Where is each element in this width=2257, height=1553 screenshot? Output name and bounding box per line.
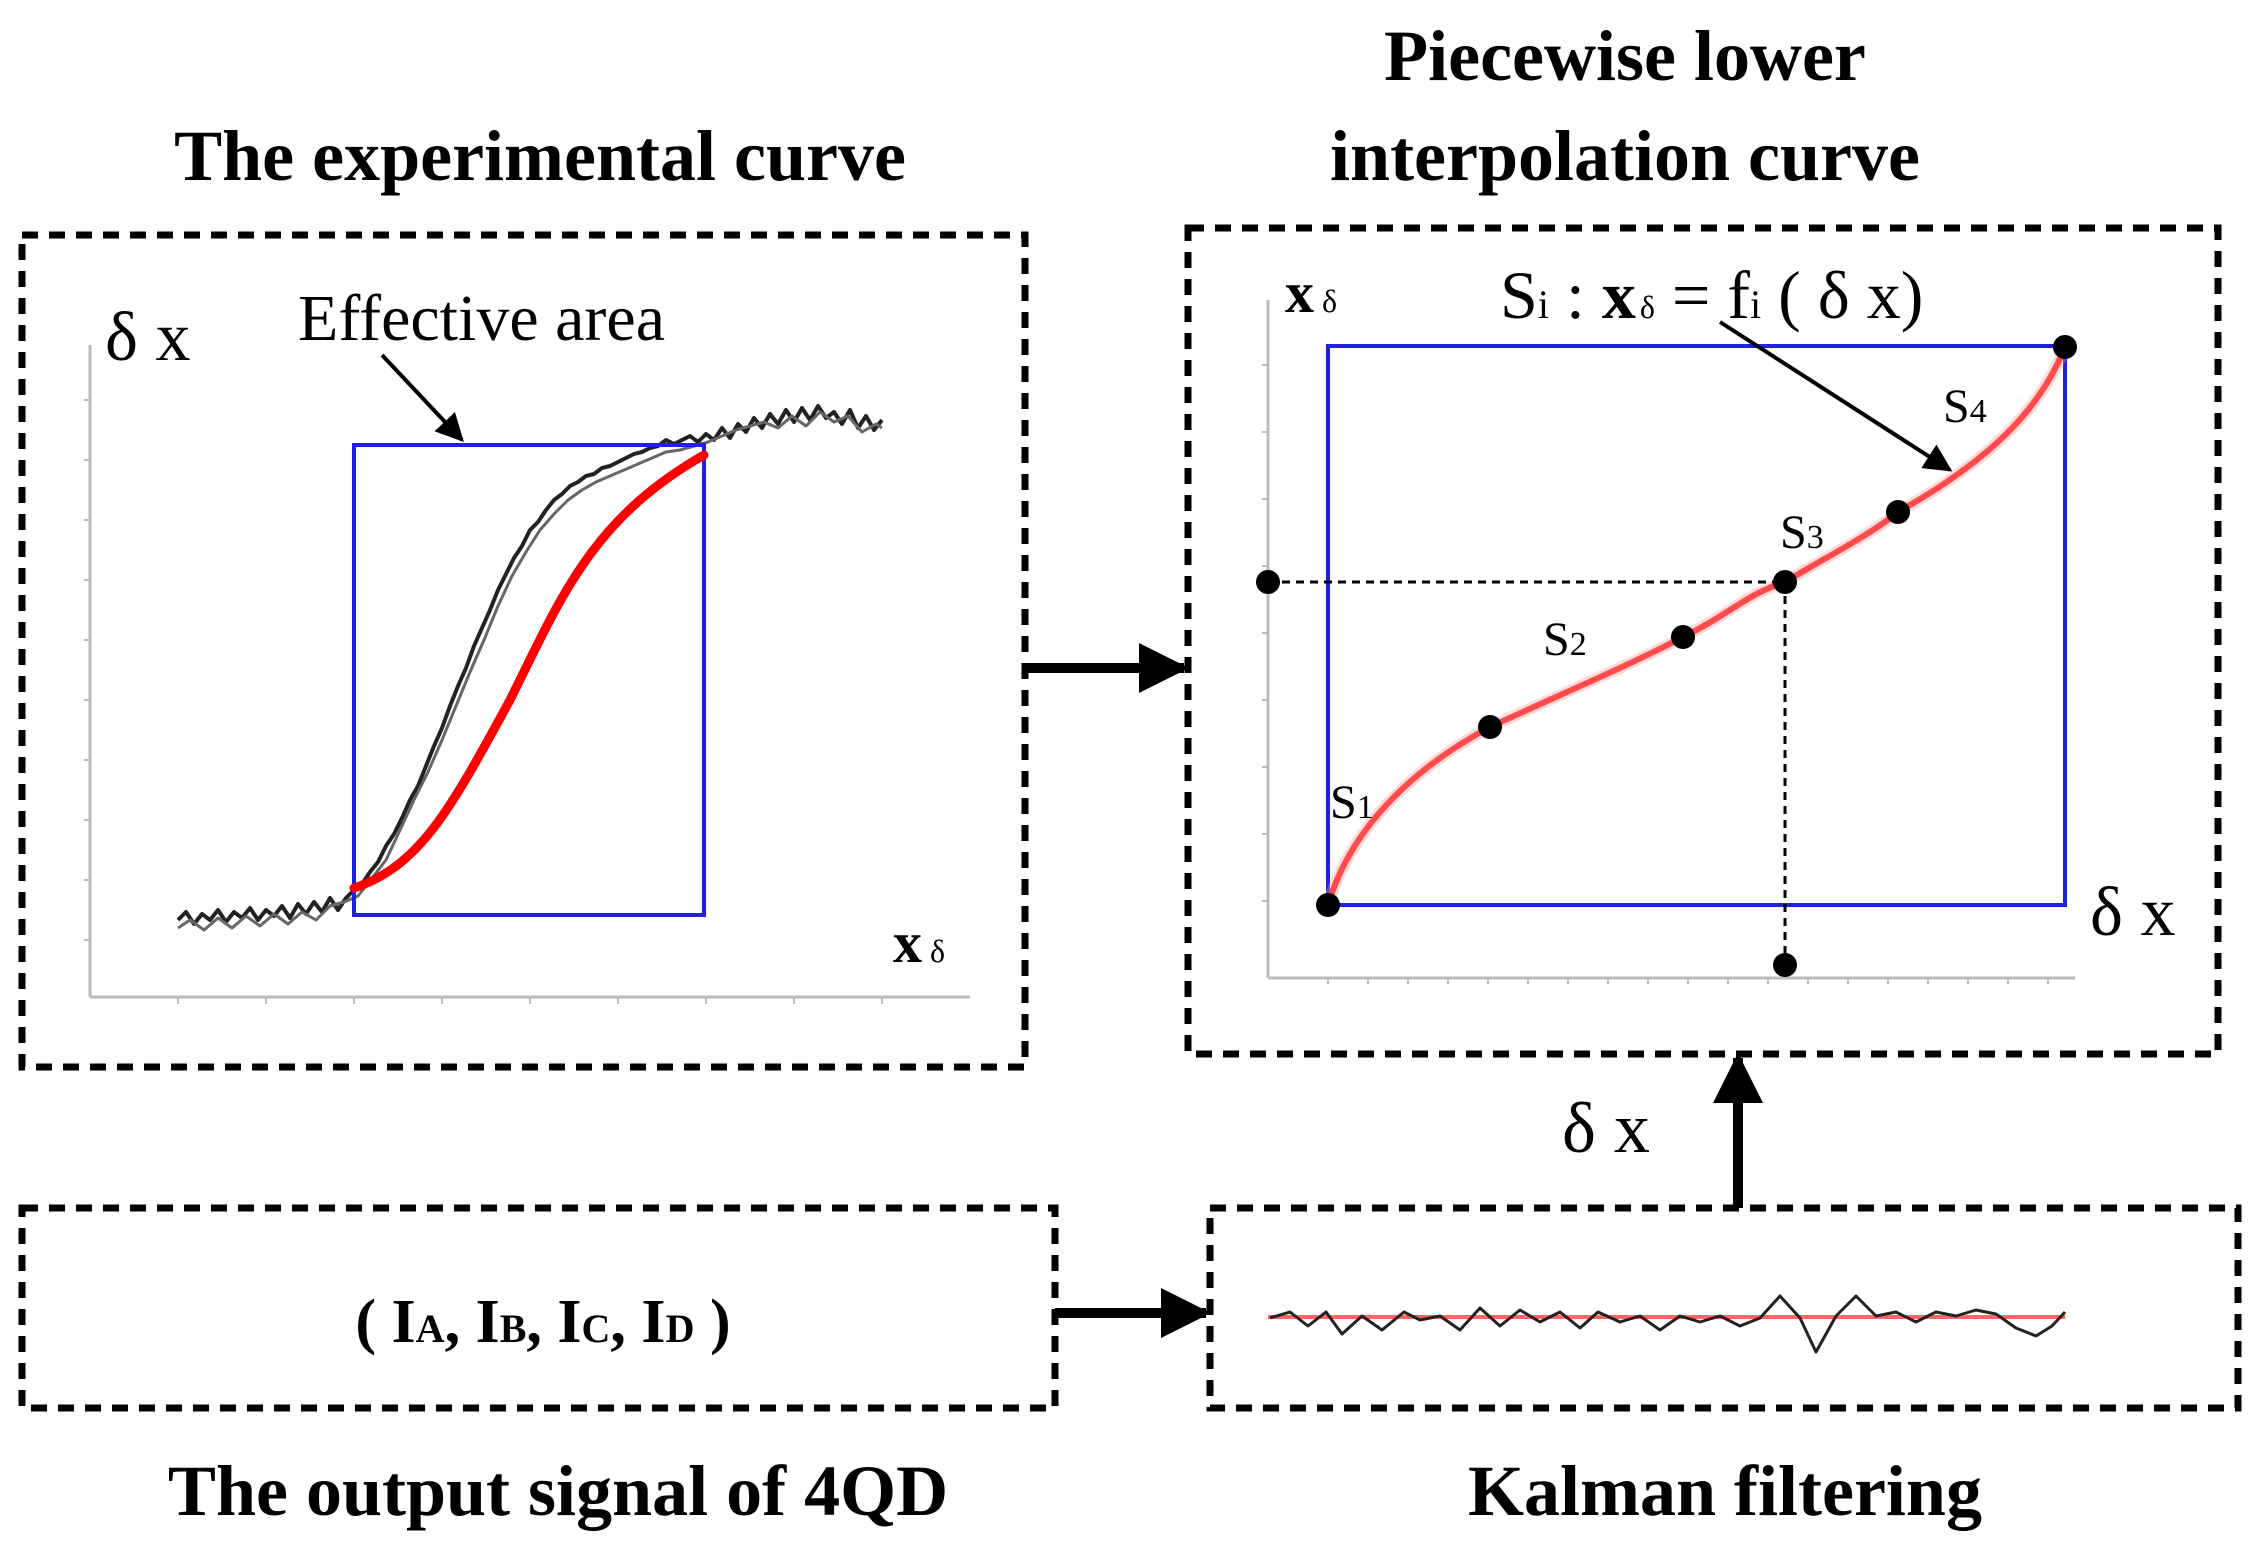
kalman-noisy-signal <box>1269 1294 2067 1354</box>
interpolation-axes <box>1262 300 2075 984</box>
experimental-axes <box>84 345 970 1004</box>
effective-area-box <box>352 443 706 917</box>
feedback-delta-x-label: δ x <box>1562 1088 1650 1168</box>
knot-point <box>1671 625 1695 649</box>
experimental-panel-frame <box>18 231 1029 1071</box>
segment-label-s3: S3 <box>1780 506 1824 559</box>
kalman-filtering-title: Kalman filtering <box>1468 1451 1982 1531</box>
interpolation-panel-frame <box>1184 224 2222 1058</box>
segment-label-s2: S2 <box>1543 613 1587 666</box>
knot-point <box>1886 500 1910 524</box>
knot-point <box>2053 335 2077 359</box>
lookup-x-point <box>1773 953 1797 977</box>
knot-point <box>1316 893 1340 917</box>
experimental-curve-title: The experimental curve <box>174 116 906 196</box>
effective-area-label: Effective area <box>298 282 665 355</box>
formula-pointer-arrow <box>1718 320 1953 472</box>
quadrant-signal-tuple: ( IA, IB, IC, ID ) <box>355 1288 730 1356</box>
piecewise-title-line2: interpolation curve <box>1330 116 1920 196</box>
segment-label-s4: S4 <box>1943 380 1987 433</box>
interpolation-x-axis-label: δ x <box>2090 874 2175 951</box>
experimental-noisy-trace-shadow <box>177 410 883 932</box>
effective-area-pointer-arrow <box>380 353 464 443</box>
knot-points <box>1256 335 2077 977</box>
piecewise-interpolation-curve <box>1325 344 2068 908</box>
knot-point <box>1478 715 1502 739</box>
piecewise-title-line1: Piecewise lower <box>1384 16 1866 96</box>
output-signal-title: The output signal of 4QD <box>168 1451 948 1531</box>
kalman-filter-frame <box>1206 1204 2242 1412</box>
experimental-fitted-curve <box>349 450 709 893</box>
piecewise-interpolation-curve-glow <box>1322 341 2071 911</box>
output-signal-frame <box>18 1204 1059 1412</box>
knot-point <box>1773 570 1797 594</box>
lookup-y-point <box>1256 570 1280 594</box>
interpolation-area-box <box>1326 344 2067 907</box>
segment-label-s1: S1 <box>1330 776 1374 829</box>
experimental-y-axis-label: δ x <box>105 299 190 376</box>
